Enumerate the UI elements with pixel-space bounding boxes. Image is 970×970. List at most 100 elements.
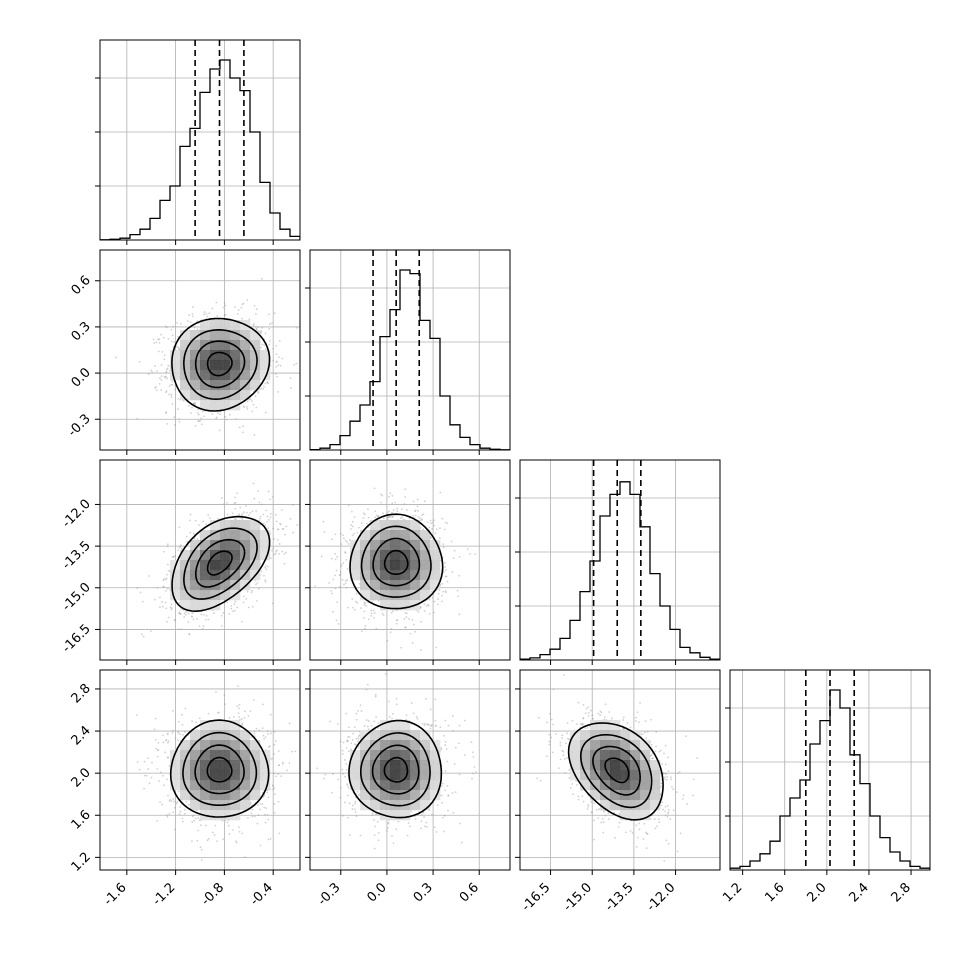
- density-cell: [200, 590, 211, 601]
- scatter-point: [346, 541, 348, 543]
- scatter-point: [196, 411, 199, 414]
- panel-frame: [99, 249, 301, 451]
- scatter-point: [409, 632, 412, 635]
- scatter-point: [441, 517, 444, 520]
- density-cell: [180, 560, 191, 571]
- scatter-point: [260, 277, 263, 280]
- density-cell: [230, 540, 241, 551]
- scatter-point: [437, 592, 440, 595]
- scatter-point: [320, 555, 323, 558]
- scatter-point: [242, 601, 245, 604]
- scatter-point: [214, 824, 217, 827]
- scatter-point: [170, 603, 173, 606]
- scatter-point: [141, 600, 144, 603]
- scatter-point: [396, 507, 399, 510]
- density-cell: [230, 530, 241, 541]
- scatter-point: [392, 508, 395, 511]
- scatter-point: [349, 528, 352, 530]
- scatter-point: [228, 413, 231, 416]
- scatter-point: [143, 760, 146, 763]
- scatter-point: [222, 612, 225, 614]
- scatter-point: [165, 412, 167, 414]
- scatter-point: [264, 524, 267, 527]
- density-cell: [230, 320, 241, 331]
- scatter-point: [166, 756, 169, 759]
- density-cell: [180, 380, 191, 391]
- scatter-point: [346, 579, 349, 581]
- scatter-point: [469, 552, 471, 555]
- scatter-point: [458, 574, 461, 577]
- scatter-point: [411, 619, 414, 621]
- scatter-point: [439, 527, 441, 530]
- scatter-point: [444, 566, 446, 568]
- density-cell: [380, 550, 391, 561]
- scatter-point: [188, 314, 191, 317]
- panel-frame: [309, 249, 511, 451]
- scatter-point: [403, 503, 406, 505]
- scatter-point: [285, 525, 288, 528]
- scatter-point: [180, 628, 183, 631]
- density-cell: [230, 560, 241, 571]
- density-cell: [190, 350, 201, 361]
- scatter-point: [189, 531, 192, 534]
- scatter-point: [243, 406, 246, 409]
- scatter-point: [275, 373, 277, 375]
- scatter-point: [179, 612, 182, 615]
- scatter-point: [400, 646, 403, 649]
- scatter-point: [168, 393, 171, 396]
- scatter-point: [167, 338, 170, 340]
- scatter-point: [394, 501, 397, 504]
- scatter-point: [164, 578, 167, 581]
- scatter-point: [191, 406, 193, 409]
- scatter-point: [405, 612, 408, 615]
- scatter-point: [186, 540, 189, 543]
- scatter-point: [380, 493, 382, 496]
- density-cell: [240, 580, 251, 591]
- density-cell: [190, 330, 201, 341]
- scatter-point: [335, 619, 338, 622]
- scatter-point: [160, 375, 163, 378]
- scatter-point: [232, 610, 234, 613]
- scatter-point: [421, 518, 423, 521]
- scatter-point: [272, 347, 274, 350]
- density-cell: [370, 540, 381, 551]
- scatter-point: [431, 596, 434, 599]
- scatter-point: [344, 551, 346, 553]
- density-cell: [360, 530, 371, 541]
- density-cell: [220, 530, 231, 541]
- scatter-point: [381, 512, 384, 515]
- scatter-point: [173, 416, 176, 418]
- scatter-point: [192, 306, 194, 308]
- scatter-point: [179, 612, 181, 615]
- scatter-point: [251, 815, 254, 818]
- scatter-point: [451, 571, 454, 574]
- density-cell: [230, 360, 241, 371]
- density-cell: [260, 360, 271, 371]
- density-cell: [190, 390, 201, 401]
- density-cell: [220, 550, 231, 561]
- scatter-point: [458, 556, 461, 558]
- contour-line: [171, 515, 271, 613]
- scatter-point: [240, 306, 243, 309]
- scatter-point: [183, 612, 186, 614]
- scatter-point: [404, 495, 407, 498]
- scatter-point: [253, 433, 256, 436]
- scatter-point: [249, 512, 252, 514]
- scatter-point: [202, 613, 205, 616]
- scatter-point: [138, 360, 141, 363]
- scatter-point: [179, 466, 181, 468]
- y-tick-label: 0.3: [69, 319, 94, 344]
- scatter-point: [201, 627, 204, 630]
- scatter-point: [332, 610, 334, 613]
- scatter-point: [173, 424, 176, 426]
- density-cell: [220, 540, 231, 551]
- scatter-point: [260, 503, 263, 506]
- scatter-point: [266, 520, 269, 523]
- scatter-point: [404, 626, 407, 629]
- scatter-point: [263, 344, 265, 347]
- y-tick-label: -0.3: [65, 411, 94, 440]
- scatter-point: [204, 618, 207, 621]
- scatter-point: [180, 322, 182, 325]
- scatter-point: [193, 537, 196, 540]
